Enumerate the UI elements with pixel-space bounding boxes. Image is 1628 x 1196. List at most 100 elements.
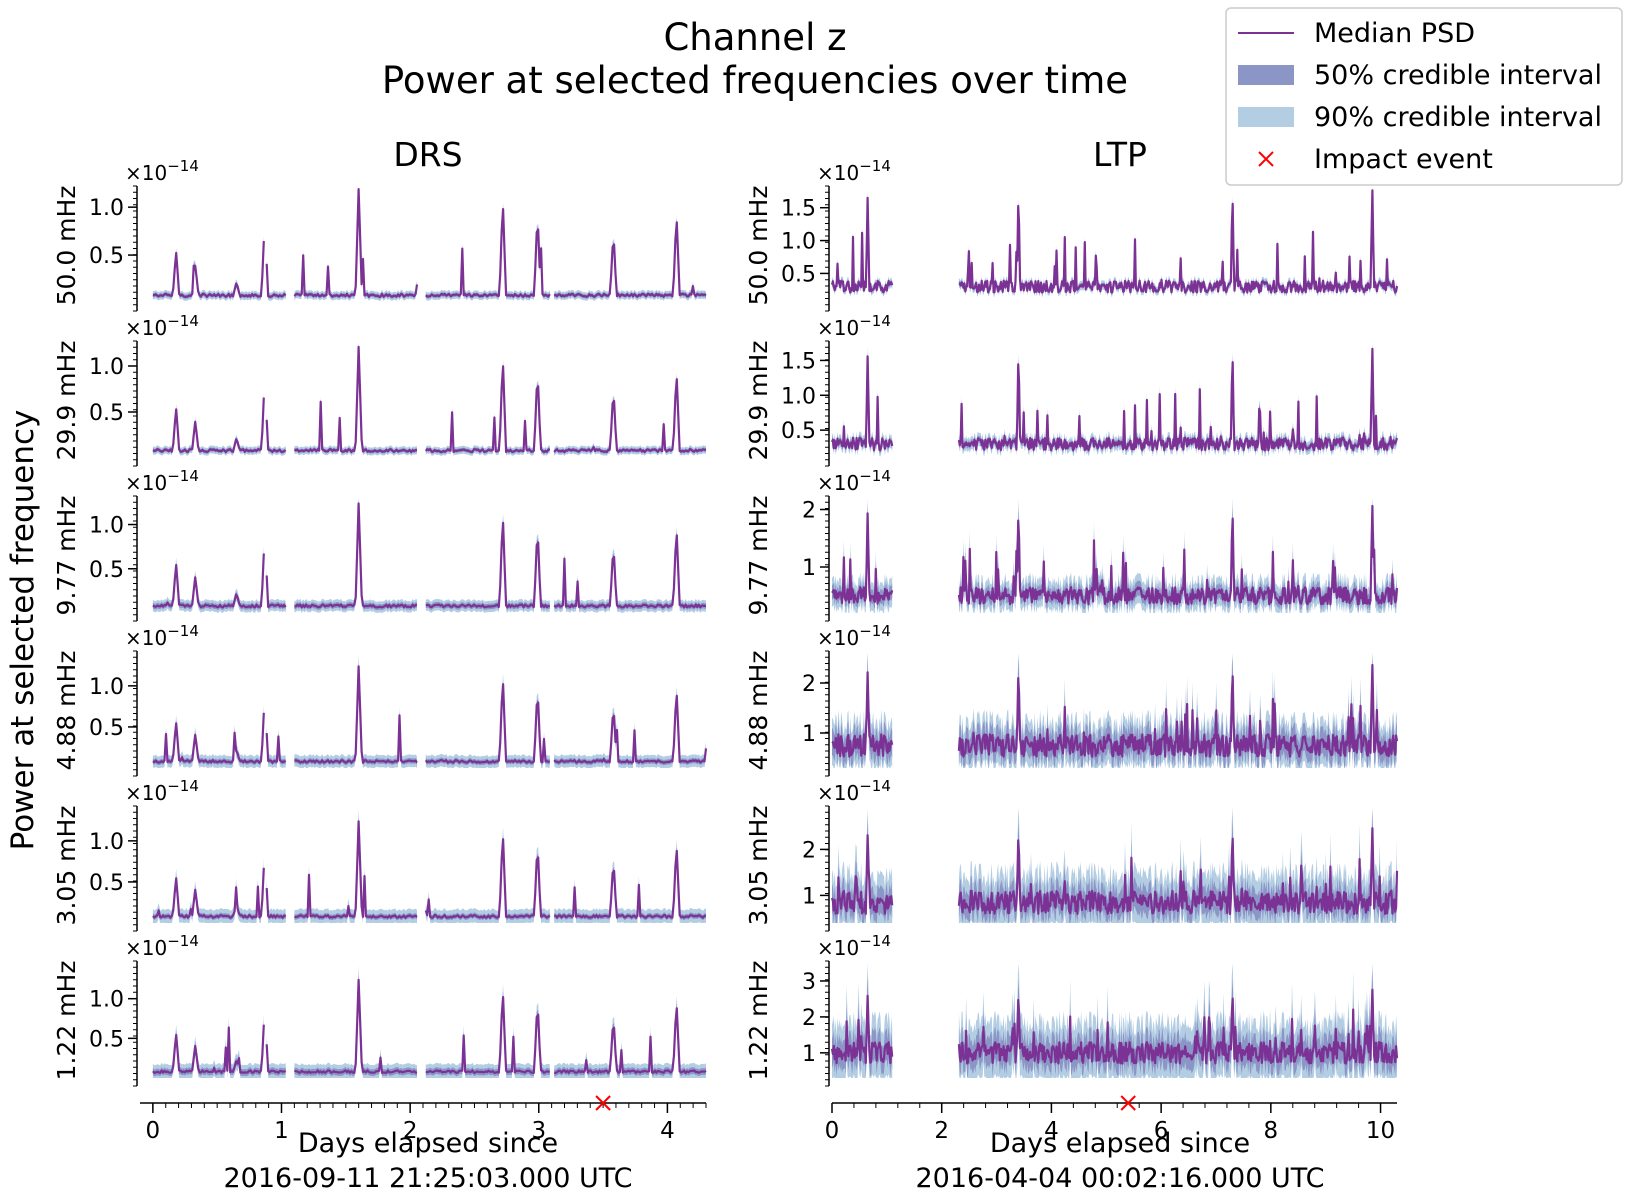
median-line-1 [957,347,1399,452]
y-scale-label: ×10−14 [125,777,199,805]
frequency-label: 1.22 mHz [52,961,81,1081]
ci50-band-3 [425,991,550,1077]
median-line-0 [830,196,894,294]
median-line-4 [553,378,707,454]
x-tick-label: 4 [660,1118,675,1144]
median-line-4 [553,534,706,609]
ci50-band-4 [554,219,706,299]
panel-drs-3: 0.5 1.0×10−14 4.88 mHz [52,622,708,777]
y-tick-label: 0.5 [89,401,124,426]
ci90-band-2 [294,965,417,1078]
y-scale-label: ×10−14 [125,312,199,340]
y-scale-exponent: −14 [859,157,891,175]
ci90-band-0 [152,1013,264,1078]
ci90-band-4 [554,215,706,301]
panel-ltp-3: 1 2×10−14 4.88 mHz [744,622,1399,777]
frequency-label: 50.0 mHz [52,186,81,306]
ci90-band-1 [266,568,286,613]
legend-label-median: Median PSD [1314,18,1475,49]
ci90-band-4 [554,686,706,768]
legend-label-impact: Impact event [1314,144,1493,175]
y-tick-label: 1.0 [89,196,124,221]
frequency-label: 4.88 mHz [52,651,81,771]
y-scale-exponent: −14 [167,622,199,640]
median-line-3 [425,208,551,298]
ci90-band-3 [425,202,550,301]
legend-ci50-swatch [1238,65,1294,85]
y-scale-exponent: −14 [859,932,891,950]
median-line-1 [957,504,1399,606]
y-tick-label: 1 [802,884,816,909]
ci50-band-4 [554,1003,706,1077]
column-title-drs: DRS [393,135,462,174]
ci50-band-3 [425,363,550,454]
y-scale-exponent: −14 [167,467,199,485]
median-line-1 [957,988,1399,1065]
ci90-band-2 [294,808,417,923]
y-tick-label: 1.0 [89,675,124,700]
frequency-label: 3.05 mHz [52,806,81,926]
ci50-band-1 [958,498,1397,612]
frequency-label: 9.77 mHz [744,496,773,616]
ci50-band-3 [425,679,550,766]
median-line-1 [265,575,287,609]
median-line-4 [553,221,707,298]
median-line-2 [293,188,419,298]
median-line-0 [831,671,894,758]
y-scale-exponent: −14 [167,157,199,175]
y-scale-exponent: −14 [859,467,891,485]
x-axis-label-ltp-line1: Days elapsed since [990,1128,1250,1159]
panel-ltp-5: 1 2 3×10−14 1.22 mHz [744,932,1399,1087]
x-axis-drs: 0 1 2 3 4 [140,1095,707,1144]
panel-drs-1: 0.5 1.0×10−14 29.9 mHz [52,312,707,467]
frequency-label: 1.22 mHz [744,961,773,1081]
y-tick-label: 1.5 [781,349,816,374]
median-line-3 [425,995,550,1075]
panel-ltp-1: 0.5 1.0 1.5×10−14 29.9 mHz [744,312,1399,467]
x-tick-label: 4 [1044,1118,1059,1144]
ci90-band-0 [832,498,893,613]
x-axis-label-drs-line1: Days elapsed since [298,1128,558,1159]
legend: Median PSD 50% credible interval 90% cre… [1225,7,1623,186]
y-tick-label: 1.0 [781,384,816,409]
ci90-band-0 [152,391,264,456]
y-tick-label: 2 [802,672,816,697]
median-line-3 [425,521,550,609]
ci90-band-2 [294,654,417,768]
median-line-4 [553,694,708,764]
median-line-0 [152,867,265,919]
y-tick-label: 1 [802,722,816,747]
panel-ltp-4: 1 2 ×10−14 3.05 mHz [744,777,1399,932]
median-line-1 [957,663,1399,758]
median-line-4 [554,1007,707,1075]
ci90-band-3 [425,513,550,613]
median-line-3 [424,683,551,764]
ci90-band-4 [554,372,706,456]
median-line-3 [424,365,551,454]
y-tick-label: 1.0 [89,355,124,380]
x-axis-ltp: 0 2 4 6 8 10 [825,1095,1397,1144]
ci90-band-0 [152,703,264,768]
median-line-0 [152,712,265,764]
median-line-2 [294,502,417,609]
median-line-2 [294,820,418,919]
y-tick-label: 1.0 [89,988,124,1013]
y-scale-label: ×10−14 [125,622,199,650]
ci90-band-3 [425,984,550,1078]
y-scale-exponent: −14 [859,622,891,640]
panel-ltp-2: 1 2×10−14 9.77 mHz [744,467,1399,622]
panel-ltp-0: 0.5 1.0 1.5×10−14 50.0 mHz [744,157,1399,312]
median-line-2 [294,665,418,764]
x-tick-label: 2 [403,1118,418,1144]
y-tick-label: 1 [802,556,816,581]
x-tick-label: 1 [274,1118,289,1144]
y-tick-label: 1.0 [89,830,124,855]
frequency-label: 9.77 mHz [52,496,81,616]
frequency-label: 4.88 mHz [744,651,773,771]
y-tick-label: 1 [802,1042,816,1067]
legend-ci90-swatch [1238,107,1294,127]
panel-drs-4: 0.5 1.0×10−14 3.05 mHz [52,777,706,932]
y-scale-exponent: −14 [167,932,199,950]
